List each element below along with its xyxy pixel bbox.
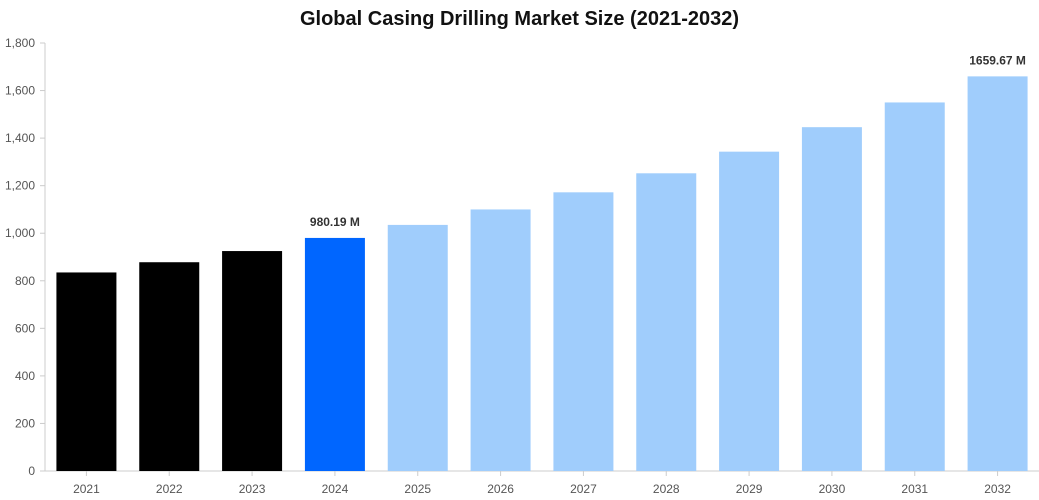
chart-title: Global Casing Drilling Market Size (2021… [299, 8, 740, 30]
bar-2025 [387, 224, 448, 471]
bar-2023 [222, 251, 283, 471]
x-tick-label: 2031 [901, 482, 928, 496]
x-tick-label: 2022 [156, 482, 183, 496]
y-tick-label: 1,000 [5, 226, 35, 240]
bar-2029 [719, 151, 780, 472]
bar-2030 [801, 127, 862, 471]
x-axis: 2021 2022 2023 2024 2025 2026 2027 2028 2029 2030… [45, 470, 1039, 496]
x-tick-label: 2028 [653, 482, 680, 496]
bar-2026 [470, 209, 531, 471]
y-tick-label: 1,600 [5, 84, 35, 98]
bar-2032 [967, 76, 1028, 471]
y-tick-label: 400 [15, 369, 35, 383]
bars [56, 76, 1028, 472]
x-tick-label: 2023 [239, 482, 266, 496]
y-tick-label: 1,200 [5, 179, 35, 193]
y-tick-label: 200 [15, 416, 35, 430]
x-tick-label: 2026 [487, 482, 514, 496]
y-tick-label: 800 [15, 274, 35, 288]
y-tick-label: 1,800 [5, 36, 35, 50]
y-tick-label: 0 [28, 464, 35, 478]
x-tick-label: 2032 [984, 482, 1011, 496]
bar-2028 [636, 173, 697, 471]
x-tick-label: 2025 [404, 482, 431, 496]
x-tick-label: 2021 [73, 482, 100, 496]
data-label-2032: 1659.67 M [969, 53, 1026, 67]
bar-2027 [553, 192, 614, 471]
bar-2024 [304, 237, 365, 471]
x-tick-label: 2030 [819, 482, 846, 496]
data-label-2024: 980.19 M [310, 215, 360, 229]
y-tick-label: 1,400 [5, 131, 35, 145]
bar-2021 [56, 272, 117, 471]
x-tick-label: 2024 [322, 482, 349, 496]
x-tick-label: 2029 [736, 482, 763, 496]
x-tick-label: 2027 [570, 482, 597, 496]
bar-2022 [139, 262, 200, 471]
y-axis: 0 200 400 600 800 1,000 1,200 1,400 1,600 1,800 [5, 36, 46, 478]
bar-2031 [884, 102, 945, 471]
data-labels: 980.19 M 1659.67 M [310, 53, 1026, 229]
y-tick-label: 600 [15, 321, 35, 335]
